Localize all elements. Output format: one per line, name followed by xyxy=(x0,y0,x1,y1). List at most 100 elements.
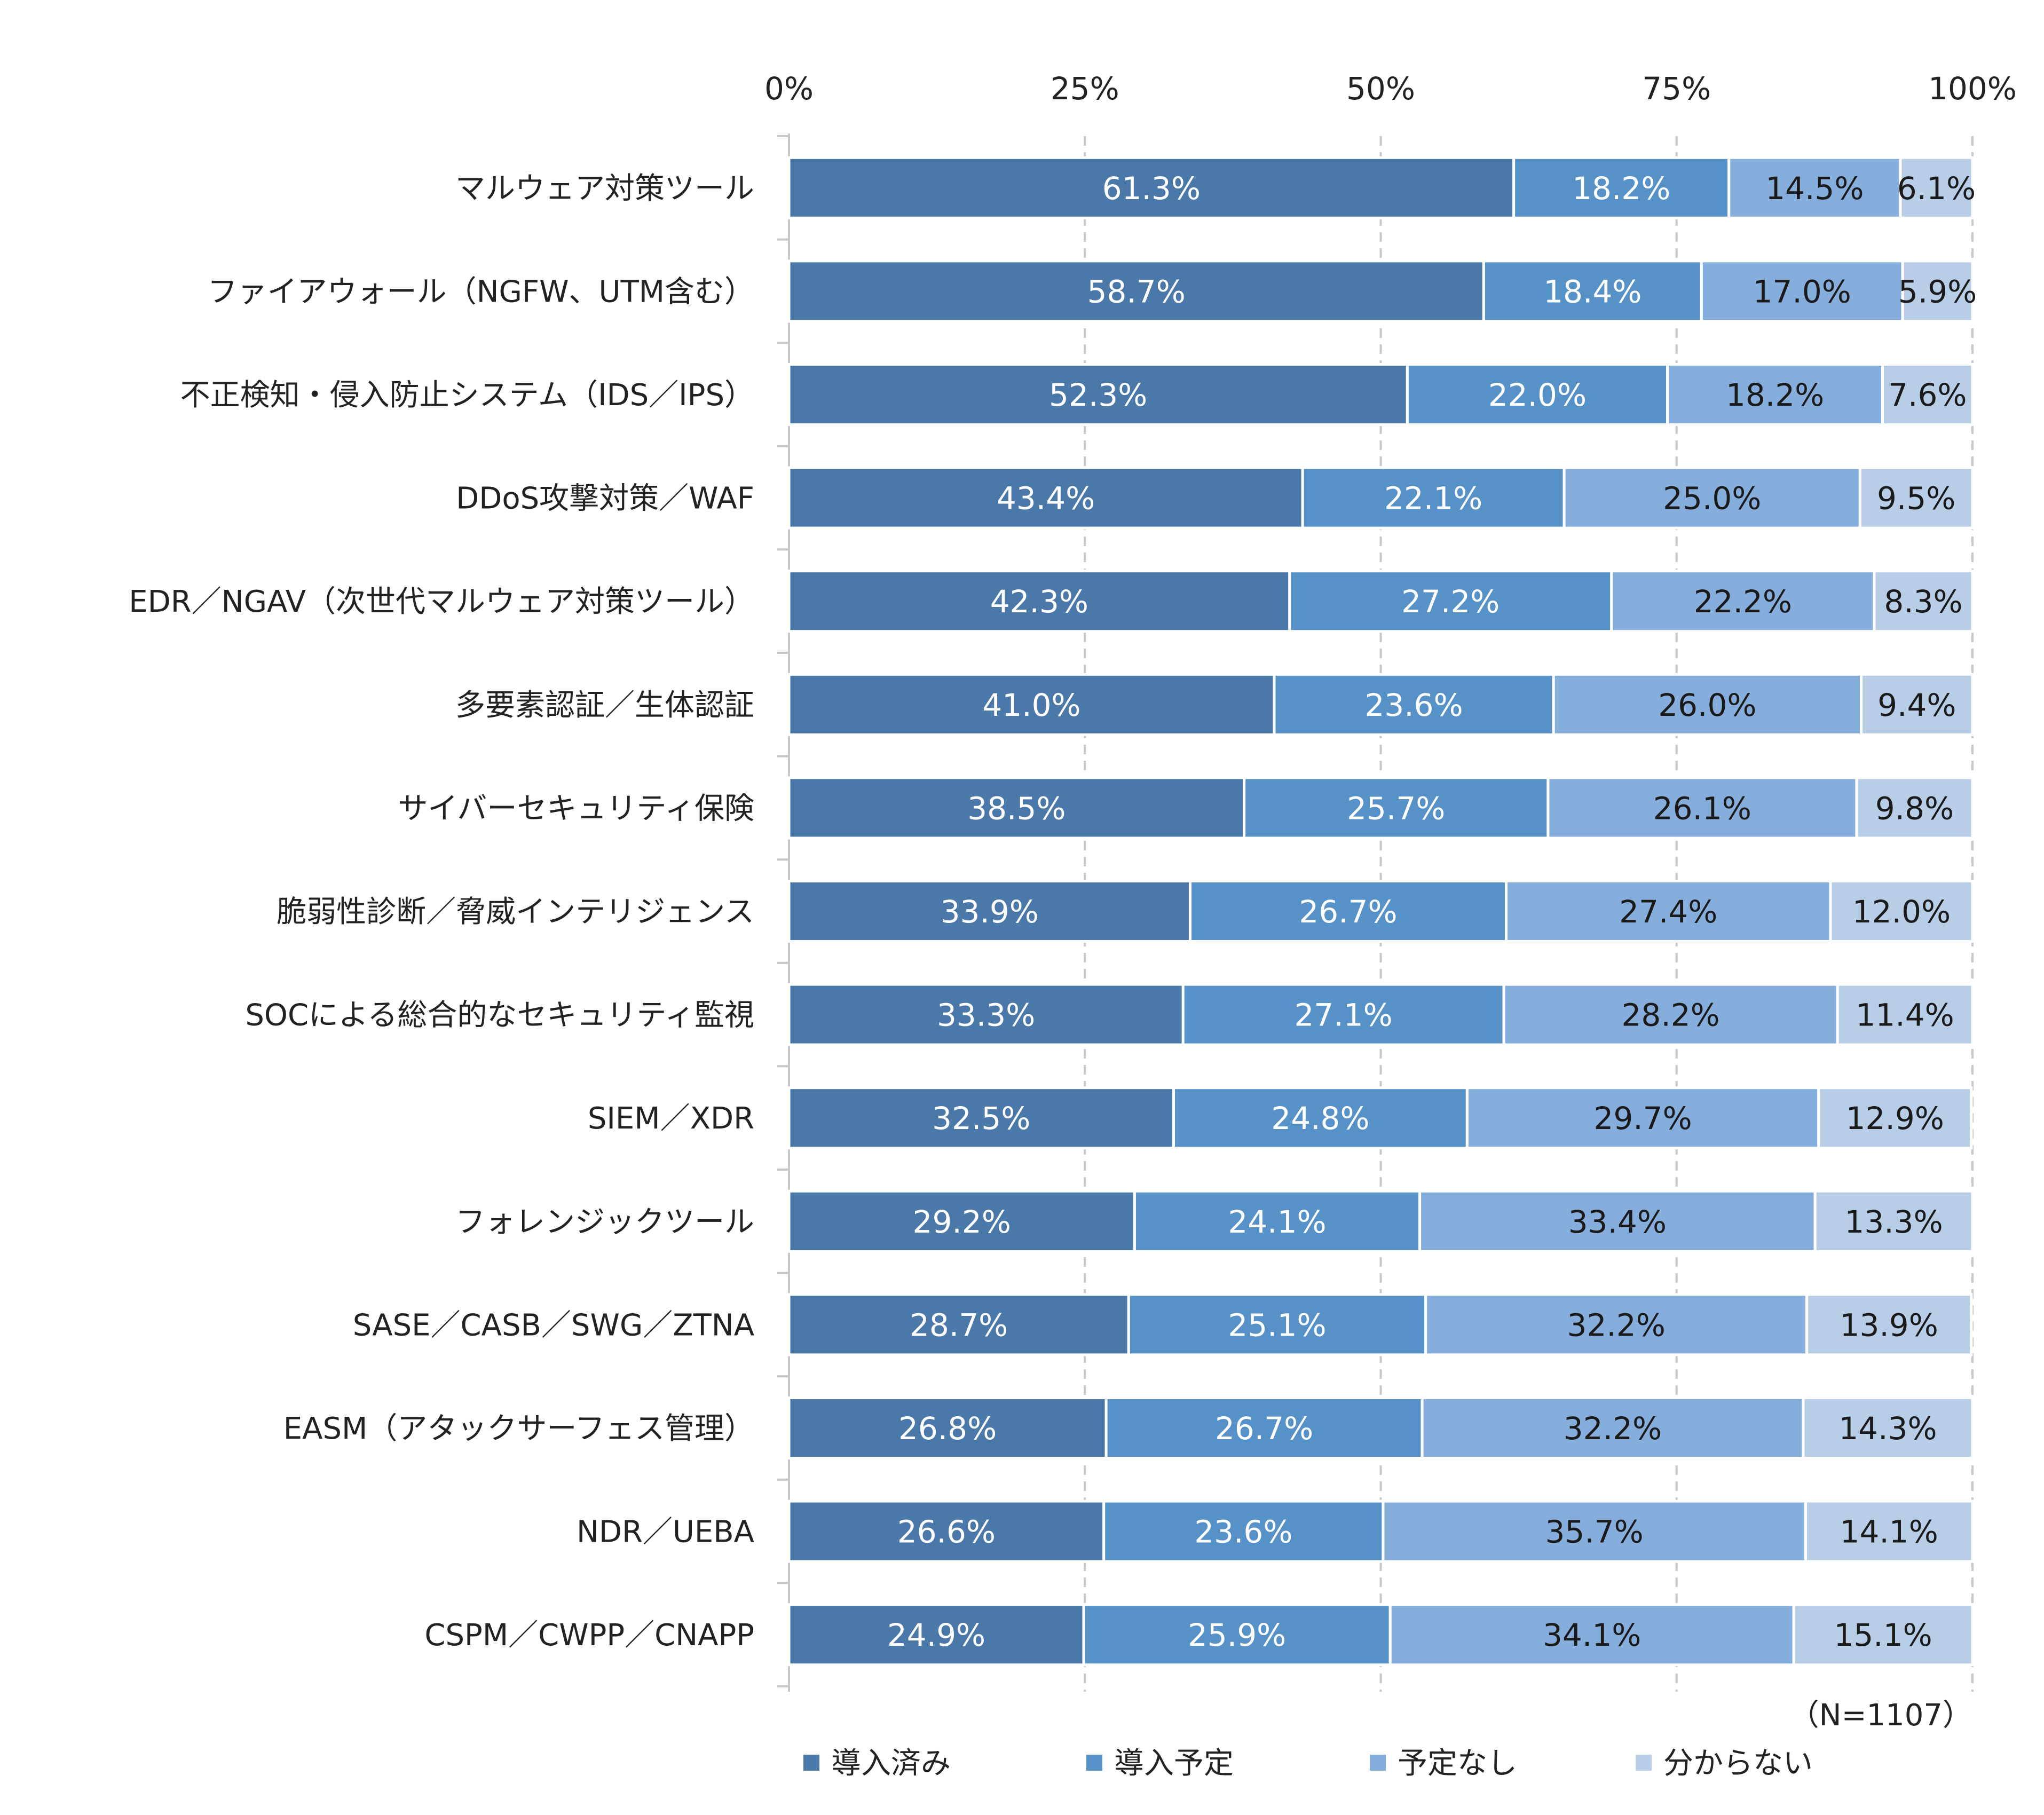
bar-segment xyxy=(1127,1293,1427,1356)
bar-segment xyxy=(1512,156,1731,219)
category-label: 脆弱性診断／脅威インテリジェンス xyxy=(277,895,754,929)
bar-value-label: 12.0% xyxy=(1852,894,1951,930)
bar-segment xyxy=(1804,1500,1974,1563)
bar-segment xyxy=(787,259,1485,323)
bar-value-label: 32.2% xyxy=(1567,1307,1666,1343)
bar-segment xyxy=(1502,983,1839,1046)
bar-segment xyxy=(1418,1189,1817,1253)
bar-value-label: 25.7% xyxy=(1347,790,1445,826)
bar-segment xyxy=(1858,466,1974,530)
bar-value-label: 17.0% xyxy=(1753,273,1851,310)
bar-value-label: 14.5% xyxy=(1765,170,1864,207)
bar-segment xyxy=(787,1500,1106,1563)
bar-value-label: 42.3% xyxy=(990,583,1088,620)
category-label: NDR／UEBA xyxy=(577,1515,754,1550)
bar-segment xyxy=(1813,1189,1974,1253)
bar-value-label: 18.4% xyxy=(1543,273,1641,310)
bar-segment xyxy=(1700,259,1904,323)
bar-segment xyxy=(1836,983,1974,1046)
bar-value-label: 29.2% xyxy=(913,1204,1011,1240)
legend-swatch xyxy=(803,1755,819,1771)
bar-value-label: 25.9% xyxy=(1188,1617,1286,1653)
legend-swatch xyxy=(1086,1755,1102,1771)
bar-segment xyxy=(1562,466,1861,530)
category-label: サイバーセキュリティ保険 xyxy=(398,791,754,826)
legend-label: 導入予定 xyxy=(1114,1746,1234,1781)
bar-segment xyxy=(1610,570,1876,633)
bar-value-label: 9.5% xyxy=(1877,480,1955,517)
x-tick-label: 25% xyxy=(1051,70,1119,107)
x-tick-label: 100% xyxy=(1928,70,2017,107)
bar-value-label: 43.4% xyxy=(997,480,1095,517)
bar-value-label: 9.8% xyxy=(1875,790,1954,826)
bar-segment xyxy=(787,1189,1136,1253)
x-axis-ticks: 0% 25% 50% 75% 100% xyxy=(764,70,2017,107)
bar-value-label: 29.7% xyxy=(1593,1100,1692,1137)
bar-value-label: 23.6% xyxy=(1194,1514,1292,1550)
bar-segment xyxy=(1420,1396,1805,1459)
bar-segment xyxy=(787,363,1409,426)
sample-size-note: （N=1107） xyxy=(1789,1698,1972,1733)
category-label: SOCによる総合的なセキュリティ監視 xyxy=(245,998,754,1033)
bar-segment xyxy=(1382,1500,1807,1563)
bar-value-label: 11.4% xyxy=(1856,997,1954,1033)
bar-value-label: 26.7% xyxy=(1215,1410,1313,1447)
bar-value-label: 25.1% xyxy=(1228,1307,1326,1343)
bar-value-label: 32.2% xyxy=(1564,1410,1662,1447)
category-label: DDoS攻撃対策／WAF xyxy=(456,482,754,516)
category-label: ファイアウォール（NGFW、UTM含む） xyxy=(208,274,754,309)
category-label: フォレンジックツール xyxy=(455,1205,754,1240)
bar-segment xyxy=(1860,673,1974,736)
bar-value-label: 26.8% xyxy=(898,1410,997,1447)
bar-segment xyxy=(1181,983,1505,1046)
bar-value-label: 9.4% xyxy=(1877,687,1956,723)
bar-segment xyxy=(1805,1293,1973,1356)
bar-segment xyxy=(787,983,1185,1046)
bar-segment xyxy=(1301,466,1566,530)
bar-value-label: 24.9% xyxy=(887,1617,985,1653)
bar-segment xyxy=(787,1396,1108,1459)
bar-segment xyxy=(1666,363,1884,426)
bar-value-label: 5.9% xyxy=(1898,273,1977,310)
bar-segment xyxy=(1273,673,1555,736)
bar-segment xyxy=(1243,776,1550,840)
bar-value-label: 33.4% xyxy=(1568,1204,1667,1240)
bar-value-label: 26.7% xyxy=(1299,894,1397,930)
bar-value-label: 41.0% xyxy=(982,687,1080,723)
bar-segment xyxy=(1133,1189,1422,1253)
bar-value-label: 22.1% xyxy=(1384,480,1482,517)
legend-swatch xyxy=(1636,1755,1652,1771)
bar-value-label: 27.2% xyxy=(1401,583,1500,620)
bar-value-label: 14.3% xyxy=(1838,1410,1937,1447)
bar-value-label: 61.3% xyxy=(1102,170,1201,207)
category-axis xyxy=(777,133,790,1692)
bar-segment xyxy=(1855,776,1974,840)
x-tick-label: 75% xyxy=(1642,70,1711,107)
bar-segment xyxy=(1082,1603,1392,1667)
bar-value-label: 15.1% xyxy=(1834,1617,1932,1653)
bar-segment xyxy=(1899,156,1974,219)
legend-label: 予定なし xyxy=(1398,1746,1517,1781)
bar-segment xyxy=(1104,1396,1424,1459)
bar-value-label: 28.2% xyxy=(1622,997,1720,1033)
bar-value-label: 14.1% xyxy=(1840,1514,1938,1550)
legend-label: 導入済み xyxy=(831,1746,951,1781)
bar-value-label: 22.0% xyxy=(1488,377,1587,413)
legend-label: 分からない xyxy=(1663,1746,1813,1781)
bar-segment xyxy=(1881,363,1974,426)
bar-segment xyxy=(1873,570,1974,633)
bar-value-label: 18.2% xyxy=(1572,170,1670,207)
category-label: 多要素認証／生体認証 xyxy=(455,688,754,723)
category-label: CSPM／CWPP／CNAPP xyxy=(424,1618,754,1653)
bar-segment xyxy=(787,466,1304,530)
bar-segment xyxy=(1424,1293,1809,1356)
bar-segment xyxy=(1102,1500,1385,1563)
bar-value-label: 6.1% xyxy=(1897,170,1976,207)
bar-value-label: 12.9% xyxy=(1846,1100,1944,1137)
category-label: EASM（アタックサーフェス管理） xyxy=(283,1411,754,1446)
bar-segment xyxy=(787,156,1516,219)
bar-segment xyxy=(1388,1603,1795,1667)
bar-segment xyxy=(787,1603,1085,1667)
category-label: SASE／CASB／SWG／ZTNA xyxy=(353,1308,754,1343)
